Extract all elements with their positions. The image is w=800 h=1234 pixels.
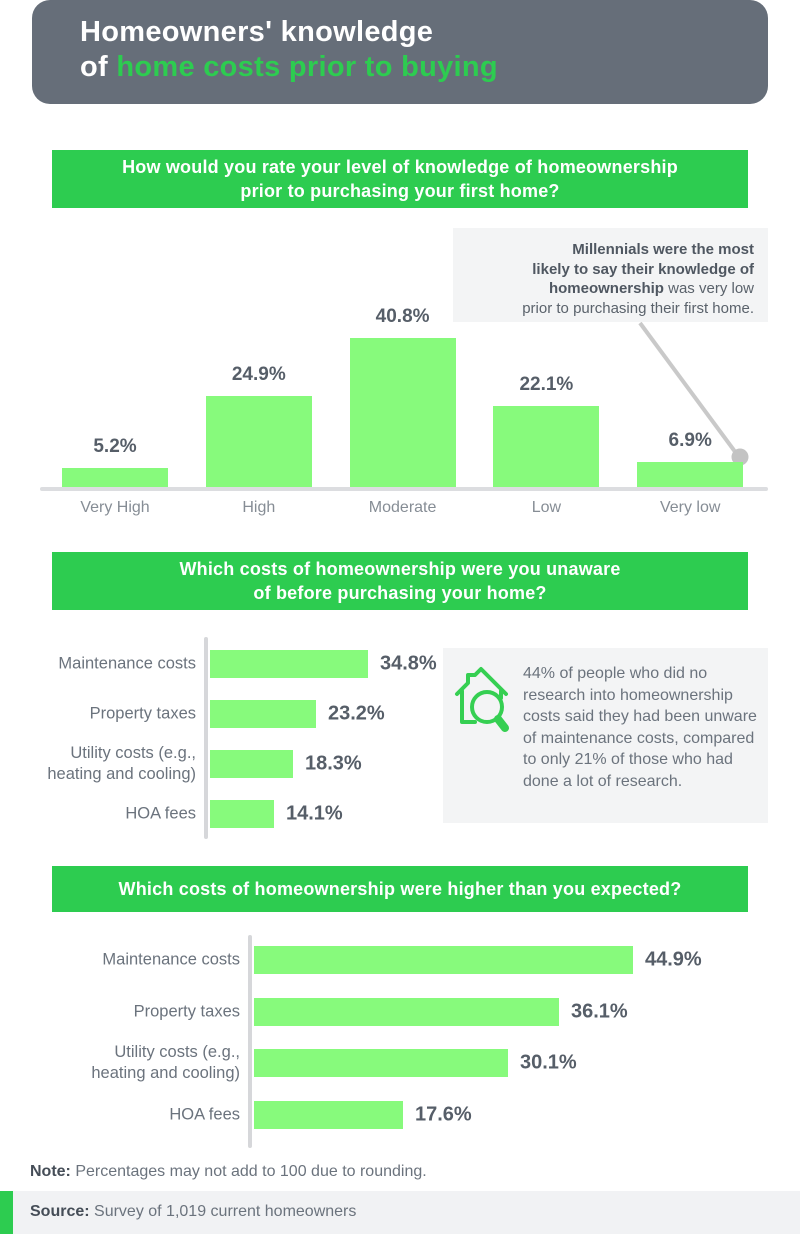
chart-baseline — [40, 487, 768, 491]
house-magnifier-icon — [455, 667, 509, 732]
bar-category-label: Property taxes — [133, 1002, 240, 1021]
bar — [254, 1101, 403, 1129]
bar-value-label: 22.1% — [519, 374, 574, 395]
chart-costs-unaware: Maintenance costs 34.8% Property taxes 23.2… — [0, 635, 800, 840]
bar — [205, 396, 312, 487]
annotation-regular: was very low — [663, 280, 754, 297]
source-text: Survey of 1,019 current homeowners — [89, 1203, 357, 1220]
source-label: Source: — [30, 1203, 90, 1220]
bar-category-label: HOA fees — [169, 1105, 240, 1124]
bar — [254, 1049, 508, 1077]
annotation-line: likely to say their knowledge of — [463, 260, 754, 280]
bar-category-label: Maintenance costs — [102, 950, 240, 969]
page-title-line2: of home costs prior to buying — [80, 50, 768, 85]
bar-value-label: 24.9% — [231, 364, 286, 385]
bar — [210, 750, 293, 778]
annotation-bold: likely to say their knowledge of — [532, 260, 754, 278]
bar-category-label: High — [242, 499, 276, 516]
bar-value-label: 30.1% — [520, 1051, 577, 1074]
annotation-line: homeownership was very low — [463, 279, 754, 299]
annotation-bold: homeownership — [548, 280, 664, 297]
bar-category-label: Maintenance costs — [58, 654, 196, 673]
research-stat-text: 44% of people who did no research into h… — [523, 665, 757, 790]
chart-axis — [248, 935, 252, 1148]
bar-category-label: Utility costs (e.g., heating and cooling… — [91, 1043, 240, 1082]
bar-value-label: 5.2% — [93, 436, 137, 457]
bar-category-label: Very High — [80, 499, 150, 516]
bar — [493, 406, 600, 487]
annotation-line: prior to purchasing their first home. — [463, 299, 754, 319]
bar-category-label: HOA fees — [125, 804, 196, 823]
bar-category-label: Utility costs (e.g., heating and cooling… — [47, 744, 196, 783]
research-stat-callout: 44% of people who did no research into h… — [443, 648, 768, 823]
chart-knowledge-level: 5.2% Very High 24.9% High 40.8% Moderate 22.1%… — [40, 225, 768, 520]
bar-value-label: 40.8% — [375, 306, 430, 327]
question-banner-costs-higher: Which costs of homeownership were higher… — [52, 866, 748, 912]
annotation-bold: Millennials were the most — [572, 241, 754, 258]
bar — [210, 700, 316, 728]
bar-value-label: 36.1% — [571, 1000, 628, 1023]
footnote: Note: Percentages may not add to 100 due… — [30, 1163, 427, 1181]
annotation-line: Millennials were the most — [463, 240, 754, 260]
question-banner-knowledge-level: How would you rate your level of knowled… — [52, 150, 748, 208]
banner-line: prior to purchasing your first home? — [240, 181, 560, 201]
source-accent-bar — [0, 1191, 13, 1234]
bar — [637, 462, 744, 487]
page-title-line1: Homeowners' knowledge — [80, 16, 434, 48]
page-header: Homeowners' knowledge of home costs prio… — [32, 0, 768, 104]
chart-costs-higher: Maintenance costs 44.9% Property taxes 36.1… — [0, 930, 800, 1148]
bar — [254, 946, 633, 974]
bar-category-label: Low — [531, 499, 562, 516]
bar-value-label: 14.1% — [286, 802, 343, 825]
bar-value-label: 18.3% — [305, 752, 362, 775]
annotation-regular: prior to purchasing their first home. — [522, 299, 754, 317]
chart-axis — [204, 637, 208, 839]
banner-line: of before purchasing your home? — [253, 583, 547, 603]
bar-value-label: 34.8% — [380, 652, 437, 675]
bar — [62, 468, 168, 487]
page-title-line2-green: home costs prior to buying — [116, 51, 498, 83]
bar — [210, 650, 368, 678]
bar — [210, 800, 274, 828]
page-title-line2-white: of — [80, 51, 117, 83]
banner-line: Which costs of homeownership were you un… — [179, 559, 621, 579]
source-line: Source: Survey of 1,019 current homeowne… — [30, 1203, 356, 1221]
millennials-annotation: Millennials were the most likely to say … — [453, 228, 768, 322]
banner-line: Which costs of homeownership were higher… — [118, 879, 682, 899]
bar-category-label: Moderate — [368, 499, 437, 516]
bar-value-label: 6.9% — [668, 430, 712, 451]
footnote-label: Note: — [30, 1163, 71, 1180]
bar-category-label: Property taxes — [89, 704, 196, 723]
bar-value-label: 44.9% — [645, 948, 702, 971]
question-banner-costs-unaware: Which costs of homeownership were you un… — [52, 552, 748, 610]
bar-value-label: 23.2% — [328, 702, 385, 725]
bar-category-label: Very low — [659, 499, 721, 516]
bar-value-label: 17.6% — [415, 1103, 472, 1126]
source-band — [0, 1191, 800, 1234]
bar — [254, 998, 559, 1026]
bar — [349, 338, 456, 487]
footnote-text: Percentages may not add to 100 due to ro… — [70, 1163, 427, 1180]
banner-line: How would you rate your level of knowled… — [122, 157, 678, 177]
